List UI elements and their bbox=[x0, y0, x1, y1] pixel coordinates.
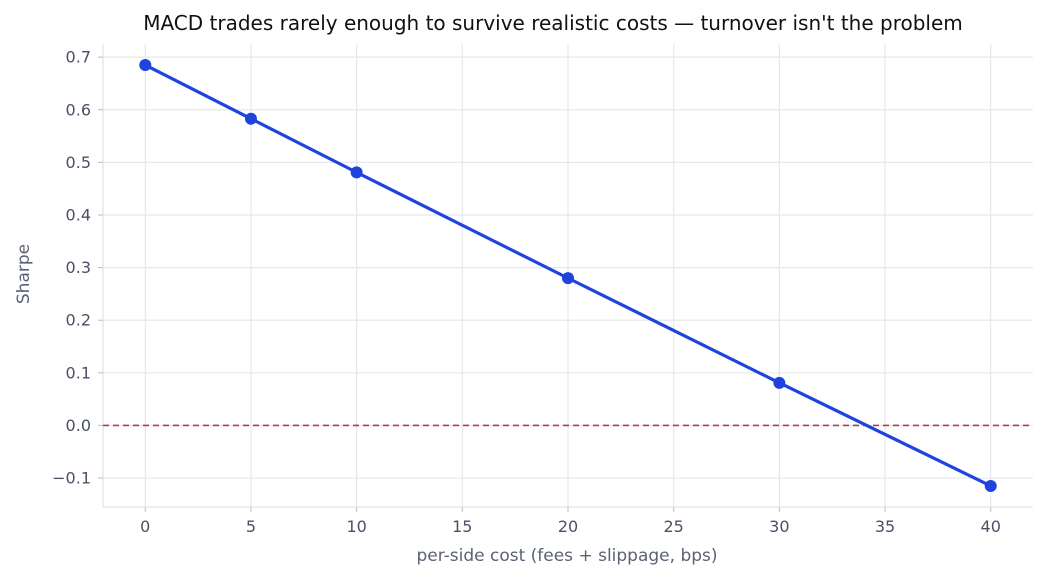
y-tick-label: 0.6 bbox=[66, 100, 91, 119]
chart-title: MACD trades rarely enough to survive rea… bbox=[143, 11, 963, 35]
x-tick-label: 5 bbox=[246, 517, 256, 536]
data-point bbox=[350, 166, 363, 179]
x-tick-label: 35 bbox=[875, 517, 895, 536]
series-layer bbox=[139, 59, 997, 492]
x-tick-label: 30 bbox=[769, 517, 789, 536]
y-tick-label: 0.7 bbox=[66, 48, 91, 67]
data-point bbox=[244, 112, 257, 125]
x-tick-label: 40 bbox=[981, 517, 1001, 536]
y-tick-label: 0.4 bbox=[66, 205, 91, 224]
y-tick-label: −0.1 bbox=[52, 469, 91, 488]
x-tick-label: 15 bbox=[452, 517, 472, 536]
y-tick-label: 0.5 bbox=[66, 153, 91, 172]
y-tick-label: 0.2 bbox=[66, 311, 91, 330]
data-point bbox=[773, 376, 786, 389]
x-tick-label: 10 bbox=[346, 517, 366, 536]
data-point bbox=[139, 59, 152, 72]
y-tick-label: 0.3 bbox=[66, 258, 91, 277]
x-tick-label: 0 bbox=[140, 517, 150, 536]
y-axis-ticks: −0.1 0.0 0.1 0.2 0.3 0.4 0.5 0.6 0.7 bbox=[52, 48, 103, 488]
y-tick-label: 0.0 bbox=[66, 416, 91, 435]
y-axis-label: Sharpe bbox=[14, 244, 34, 304]
x-axis-ticks: 0 5 10 15 20 25 30 35 40 bbox=[140, 507, 1001, 536]
x-tick-label: 25 bbox=[664, 517, 684, 536]
x-tick-label: 20 bbox=[558, 517, 578, 536]
data-point bbox=[984, 479, 997, 492]
series-line bbox=[143, 63, 993, 488]
data-point bbox=[562, 272, 574, 285]
x-axis-label: per-side cost (fees + slippage, bps) bbox=[416, 546, 717, 566]
y-tick-label: 0.1 bbox=[66, 363, 91, 382]
